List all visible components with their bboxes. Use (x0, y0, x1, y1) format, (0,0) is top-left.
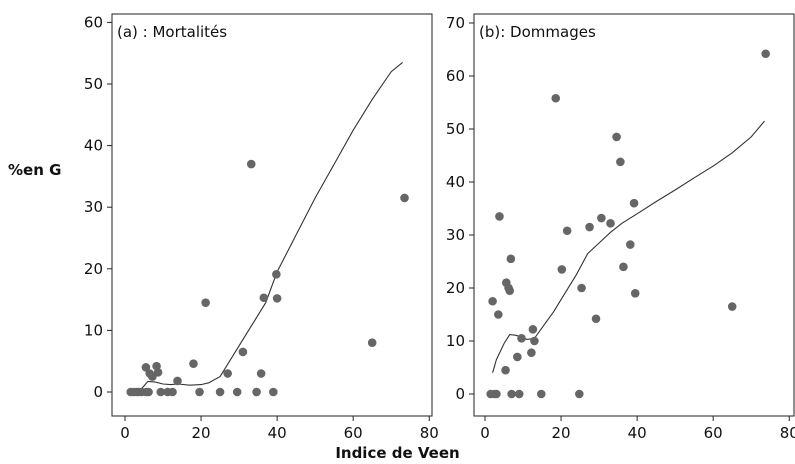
x-tick-label: 20 (192, 424, 211, 442)
data-point (232, 387, 242, 397)
data-point (591, 314, 601, 324)
data-point (597, 213, 606, 223)
data-point (488, 296, 497, 306)
data-point (269, 387, 278, 397)
data-point (507, 389, 516, 399)
data-point (557, 265, 567, 274)
data-point (494, 310, 503, 319)
y-tick-label: 0 (455, 385, 465, 403)
x-tick-label: 20 (552, 424, 571, 442)
data-point (625, 240, 635, 249)
plot-frame (473, 13, 795, 417)
data-point (630, 289, 640, 298)
data-point (153, 367, 163, 377)
data-point (562, 226, 572, 236)
panel-dommages: (b): Dommages 0 10 20 30 40 50 60 70 0 20 40 60 80 (446, 13, 795, 442)
y-tick-label: 70 (446, 14, 465, 32)
data-point (612, 132, 621, 142)
x-tick-label: 0 (120, 424, 130, 442)
data-point (238, 347, 248, 357)
y-tick-label: 20 (446, 279, 465, 297)
data-point (144, 387, 153, 397)
data-point (168, 387, 177, 397)
y-tick-label: 60 (446, 67, 465, 85)
y-tick-label: 0 (93, 383, 103, 401)
data-point (513, 352, 522, 362)
x-tick-label: 80 (780, 424, 795, 442)
data-point (215, 387, 225, 397)
data-point (272, 294, 282, 303)
data-point (367, 338, 377, 348)
data-point (575, 389, 584, 399)
data-point (585, 222, 594, 232)
x-tick-label: 40 (268, 424, 287, 442)
data-point (528, 325, 538, 334)
data-point (530, 336, 539, 346)
y-tick-label: 20 (84, 260, 103, 278)
data-point (252, 387, 261, 397)
data-point (246, 159, 256, 169)
data-point (256, 369, 266, 378)
y-tick-label: 50 (84, 75, 103, 93)
data-point (727, 302, 737, 311)
data-point (517, 334, 526, 343)
data-point (272, 270, 281, 279)
data-point (619, 262, 628, 272)
panel-title: (b): Dommages (479, 23, 596, 41)
data-point (629, 198, 639, 208)
x-tick-label: 80 (420, 424, 439, 442)
data-point (495, 212, 504, 221)
x-axis-label: Indice de Veen (335, 444, 460, 462)
panel-title: (a) : Mortalités (117, 23, 227, 41)
data-point (514, 389, 524, 399)
data-point (551, 93, 561, 103)
data-point (527, 348, 536, 357)
trend-line (132, 61, 403, 392)
y-tick-label: 40 (84, 137, 103, 155)
y-tick-label: 10 (84, 321, 103, 339)
y-tick-label: 50 (446, 120, 465, 138)
data-point (536, 389, 546, 399)
data-point (577, 283, 586, 293)
data-point (173, 376, 182, 386)
y-tick-label: 10 (446, 332, 465, 350)
data-point (141, 363, 151, 372)
data-point (761, 49, 770, 59)
data-point (201, 298, 210, 307)
y-tick-label: 30 (446, 226, 465, 244)
trend-line (492, 120, 765, 373)
plot-frame (111, 13, 433, 417)
y-tick-label: 30 (84, 198, 103, 216)
x-tick-label: 60 (344, 424, 363, 442)
data-point (506, 254, 516, 264)
panel-mortalites: (a) : Mortalités 0 10 20 30 40 50 60 0 20 40 60 80 (84, 13, 439, 442)
x-tick-label: 0 (480, 424, 490, 442)
y-tick-label: 40 (446, 173, 465, 191)
x-tick-label: 40 (628, 424, 647, 442)
x-tick-label: 60 (704, 424, 723, 442)
y-axis-label: %en G (8, 161, 62, 179)
data-point (606, 219, 615, 228)
y-tick-label: 60 (84, 13, 103, 31)
data-point (616, 157, 625, 167)
data-point (505, 286, 515, 295)
data-point (259, 293, 269, 303)
data-point (223, 369, 232, 378)
data-point (156, 387, 166, 397)
data-point (501, 365, 510, 375)
data-point (400, 193, 409, 203)
data-point (189, 359, 198, 368)
data-point (195, 387, 204, 397)
data-point (492, 389, 501, 399)
